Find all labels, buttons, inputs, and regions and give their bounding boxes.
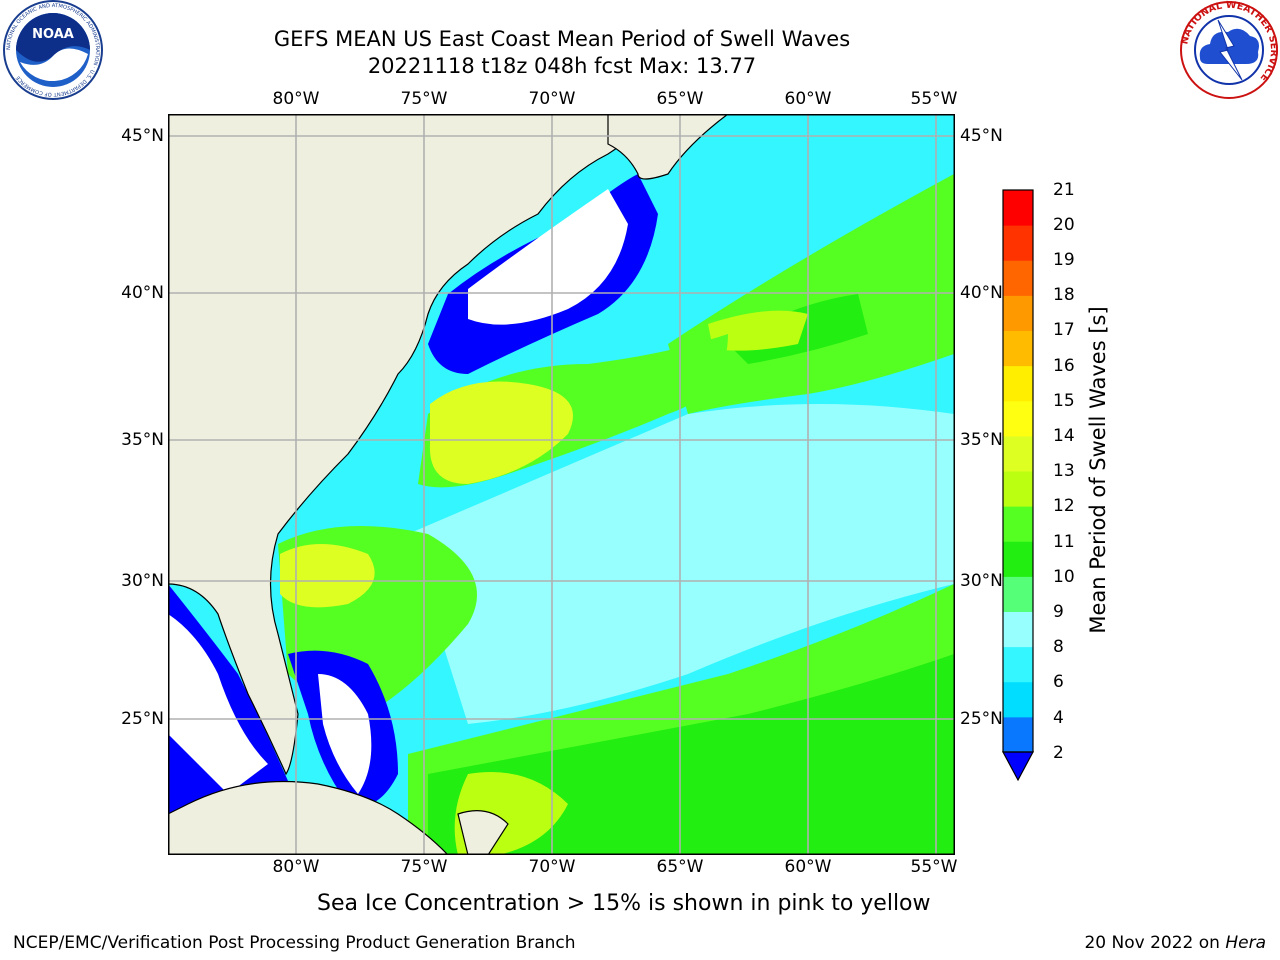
colorbar: [1001, 189, 1035, 782]
colorbar-segment: [1003, 681, 1033, 718]
colorbar-tick-11: 11: [1053, 532, 1075, 552]
colorbar-extend-arrow: [1001, 751, 1035, 782]
lon-label-top-65w: 65°W: [656, 89, 704, 109]
map-subtitle: 20221118 t18z 048h fcst Max: 13.77: [367, 54, 757, 78]
lon-label-bottom-80w: 80°W: [272, 857, 320, 877]
colorbar-segment: [1003, 611, 1033, 648]
colorbar-segment: [1003, 716, 1033, 753]
colorbar-segment: [1003, 435, 1033, 472]
colorbar-segment: [1003, 471, 1033, 507]
graticule: [168, 114, 955, 855]
colorbar-tick-13: 13: [1053, 461, 1075, 481]
colorbar-segment: [1003, 260, 1033, 296]
lat-label-right-30n: 30°N: [960, 571, 1003, 591]
colorbar-segment: [1003, 295, 1033, 331]
lon-label-top-70w: 70°W: [528, 89, 576, 109]
lat-label-left-30n: 30°N: [121, 571, 164, 591]
no-data-bahamas: [318, 674, 372, 794]
lon-label-top-60w: 60°W: [784, 89, 832, 109]
lon-label-bottom-75w: 75°W: [400, 857, 448, 877]
lat-label-right-35n: 35°N: [960, 430, 1003, 450]
lat-label-left-35n: 35°N: [121, 430, 164, 450]
lat-label-right-45n: 45°N: [960, 126, 1003, 146]
colorbar-tick-10: 10: [1053, 567, 1075, 587]
colorbar-tick-14: 14: [1053, 426, 1075, 446]
colorbar-tick-15: 15: [1053, 391, 1075, 411]
map-frame: [168, 114, 955, 855]
colorbar-segment: [1003, 506, 1033, 542]
colorbar-segment: [1003, 190, 1033, 226]
lat-label-right-40n: 40°N: [960, 283, 1003, 303]
colorbar-tick-9: 9: [1053, 602, 1064, 622]
colorbar-segment: [1003, 541, 1033, 577]
colorbar-tick-20: 20: [1053, 215, 1075, 235]
noaa-logo-text: NOAA: [32, 27, 74, 42]
lon-label-bottom-65w: 65°W: [656, 857, 704, 877]
colorbar-segment: [1003, 400, 1033, 437]
no-data-gulf: [169, 614, 268, 794]
colorbar-tick-12: 12: [1053, 496, 1075, 516]
footer-credit: NCEP/EMC/Verification Post Processing Pr…: [13, 933, 576, 953]
lon-label-top-55w: 55°W: [910, 89, 958, 109]
lat-label-right-25n: 25°N: [960, 709, 1003, 729]
map-title: GEFS MEAN US East Coast Mean Period of S…: [273, 27, 851, 51]
land-cuba: [169, 780, 448, 854]
land-hispaniola: [457, 810, 509, 854]
lon-label-top-80w: 80°W: [272, 89, 320, 109]
colorbar-tick-17: 17: [1053, 320, 1075, 340]
colorbar-tick-2: 2: [1053, 743, 1064, 763]
colorbar-tick-18: 18: [1053, 285, 1075, 305]
colorbar-tick-19: 19: [1053, 250, 1075, 270]
lon-label-bottom-60w: 60°W: [784, 857, 832, 877]
land-north-america: [169, 115, 668, 776]
lat-label-left-25n: 25°N: [121, 709, 164, 729]
colorbar-tick-6: 6: [1053, 672, 1064, 692]
lon-label-bottom-70w: 70°W: [528, 857, 576, 877]
swell-zone-florida-yellow: [280, 544, 375, 608]
colorbar-tick-16: 16: [1053, 356, 1075, 376]
colorbar-tick-8: 8: [1053, 637, 1064, 657]
swell-zone-hatteras-yellow: [429, 381, 573, 484]
lat-label-left-45n: 45°N: [121, 126, 164, 146]
lon-label-top-75w: 75°W: [400, 89, 448, 109]
footer-date-text: 20 Nov 2022 on: [1084, 933, 1220, 953]
lat-label-left-40n: 40°N: [121, 283, 164, 303]
colorbar-tick-4: 4: [1053, 708, 1064, 728]
colorbar-frame: [1002, 189, 1034, 753]
nws-logo-icon: NATIONAL WEATHER SERVICE: [1179, 0, 1279, 99]
footer-machine: Hera: [1225, 933, 1266, 953]
noaa-logo-icon: NOAA NATIONAL OCEANIC AND ATMOSPHERIC AD…: [3, 0, 103, 100]
no-data-gulf-of-maine: [468, 189, 628, 325]
colorbar-title: Mean Period of Swell Waves [s]: [1086, 306, 1110, 634]
footer-date: 20 Nov 2022 on Hera: [1084, 933, 1266, 953]
swell-zone-8-9s: [408, 404, 954, 724]
lon-label-bottom-55w: 55°W: [910, 857, 958, 877]
colorbar-tick-21: 21: [1053, 180, 1075, 200]
colorbar-segment: [1003, 330, 1033, 367]
colorbar-segment: [1003, 365, 1033, 402]
sea-ice-caption: Sea Ice Concentration > 15% is shown in …: [317, 891, 931, 916]
colorbar-segment: [1003, 225, 1033, 261]
map-panel: [168, 114, 955, 855]
swell-zone-northeast-yellow: [708, 310, 808, 351]
colorbar-segment: [1003, 646, 1033, 683]
colorbar-segment: [1003, 576, 1033, 612]
